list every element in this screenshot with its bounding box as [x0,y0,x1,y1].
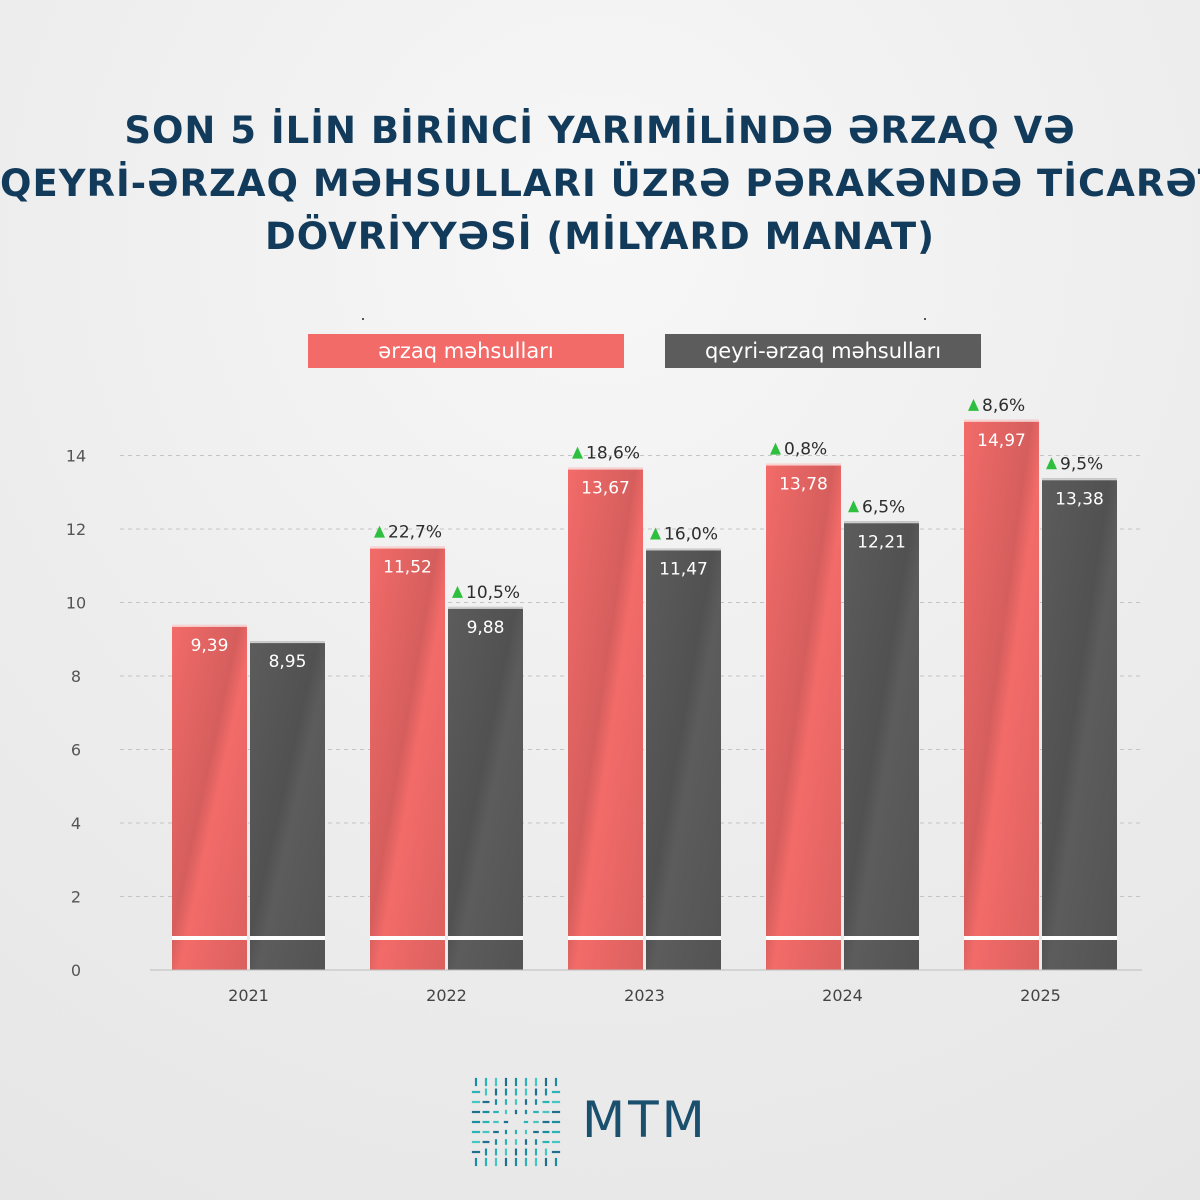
bar-top-edge [844,521,919,524]
y-tick-label: 14 [66,447,86,466]
mtm-logo-icon [471,1077,561,1167]
x-tick-label: 2021 [228,986,269,1005]
bar-top-edge [250,641,325,644]
growth-label: 10,5% [466,583,520,603]
bar-top-edge [646,548,721,551]
bar-break-line [646,936,721,940]
growth-label: 0,8% [784,440,827,460]
growth-label: 6,5% [862,497,905,517]
bar-shade [766,463,841,970]
growth-arrow-icon [968,398,979,411]
growth-arrow-icon [770,442,781,455]
value-label: 11,47 [659,559,708,579]
title-line-1: SON 5 İLİN BİRİNCİ YARIMİLİNDƏ ƏRZAQ VƏ [124,109,1076,152]
value-label: 13,78 [779,475,828,495]
decor-tick [362,318,364,320]
y-tick-label: 8 [71,667,81,686]
brand-name: MTM [582,1091,708,1149]
bar-top-edge [568,467,643,470]
growth-arrow-icon [848,500,859,513]
value-label: 13,38 [1055,489,1104,509]
bar-break-line [964,936,1039,940]
y-tick-label: 2 [71,888,81,907]
growth-label: 9,5% [1060,454,1103,474]
bar-shade [250,641,325,970]
growth-label: 16,0% [664,524,718,544]
value-label: 8,95 [269,652,307,672]
growth-arrow-icon [572,446,583,459]
bar-break-line [172,936,247,940]
bar-shade [448,606,523,970]
value-label: 9,39 [191,636,229,656]
bar-shade [370,546,445,970]
bar-break-line [568,936,643,940]
value-label: 14,97 [977,431,1026,451]
bar-shade [172,624,247,970]
growth-arrow-icon [374,525,385,538]
y-tick-label: 12 [66,520,86,539]
bar-top-edge [172,624,247,627]
bar-top-edge [448,606,523,609]
y-tick-label: 0 [71,961,81,980]
title-line-2: QEYRİ-ƏRZAQ MƏHSULLARI ÜZRƏ PƏRAKƏNDƏ Tİ… [0,162,1200,205]
y-tick-label: 6 [71,741,81,760]
x-tick-label: 2025 [1020,986,1061,1005]
value-label: 13,67 [581,479,630,499]
x-tick-label: 2022 [426,986,467,1005]
title-line-3: DÖVRİYYƏSİ (MİLYARD MANAT) [265,215,935,258]
value-label: 12,21 [857,532,906,552]
bar-break-line [1042,936,1117,940]
bar-shade [568,467,643,970]
bar-top-edge [1042,478,1117,481]
y-tick-label: 10 [66,594,86,613]
legend-nonfood: qeyri-ərzaq məhsulları [665,334,981,368]
legend-food: ərzaq məhsulları [308,334,624,368]
y-tick-label: 4 [71,814,81,833]
growth-label: 22,7% [388,523,442,543]
bar-shade [844,521,919,970]
x-tick-label: 2024 [822,986,863,1005]
bar-top-edge [370,546,445,549]
value-label: 9,88 [467,618,505,638]
growth-label: 8,6% [982,396,1025,416]
growth-arrow-icon [1046,457,1057,470]
decor-tick [924,318,926,320]
growth-arrow-icon [650,527,661,540]
bar-break-line [370,936,445,940]
bar-shade [646,548,721,970]
bar-break-line [250,936,325,940]
growth-label: 18,6% [586,444,640,464]
value-label: 11,52 [383,558,432,578]
bar-shade [964,419,1039,970]
bar-break-line [448,936,523,940]
bar-break-line [766,936,841,940]
bar-shade [1042,478,1117,970]
chart-title: SON 5 İLİN BİRİNCİ YARIMİLİNDƏ ƏRZAQ VƏ … [0,104,1200,263]
bar-break-line [844,936,919,940]
bar-top-edge [964,419,1039,422]
growth-arrow-icon [452,585,463,598]
x-tick-label: 2023 [624,986,665,1005]
bar-top-edge [766,463,841,466]
